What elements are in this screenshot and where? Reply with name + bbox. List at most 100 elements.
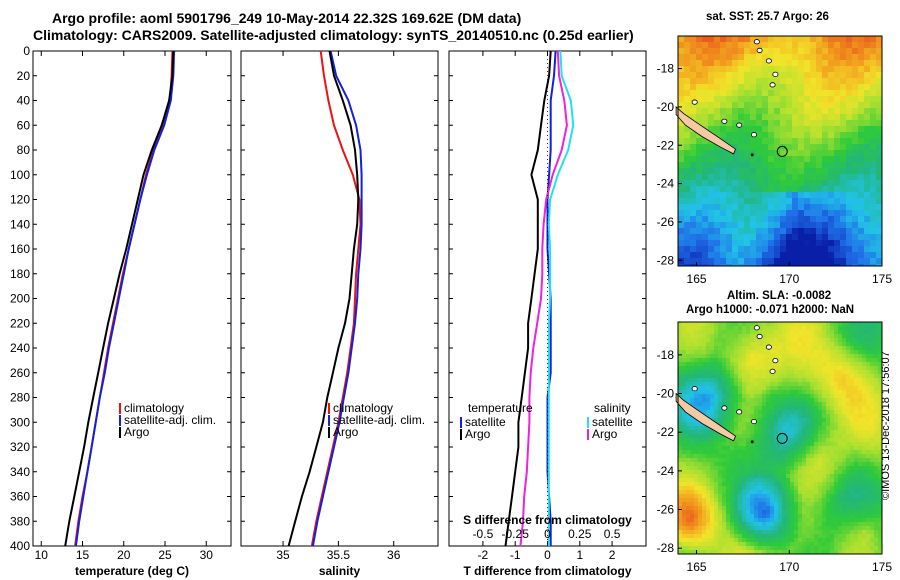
sst-map-cell [756,132,762,138]
sst-map-cell [756,36,762,42]
sla-map-cell [822,410,826,414]
sla-map-cell [690,550,694,554]
sla-map-cell [862,402,866,406]
sst-map-cell [708,90,714,96]
sla-map-cell [834,490,838,494]
sst-map-cell [810,258,816,264]
sla-map-cell [862,374,866,378]
sst-map-cell [816,72,822,78]
sla-map-cell [846,514,850,518]
sla-map-island [721,405,728,411]
sla-map-cell [682,450,686,454]
sla-map-cell [838,338,842,342]
sla-map-cell [786,486,790,490]
sla-map-cell [802,522,806,526]
sst-map-cell [744,48,750,54]
sst-map-cell [864,210,870,216]
sla-map-cell [778,338,782,342]
sla-map-cell [830,362,834,366]
sst-map-cell [744,246,750,252]
sla-map-cell [822,394,826,398]
sla-map-cell [706,514,710,518]
sla-map-cell [818,434,822,438]
sla-map-cell [738,402,742,406]
sst-map-cell [720,78,726,84]
sst-map-cell [768,78,774,84]
sst-map-cell [714,186,720,192]
sla-map-cell [698,498,702,502]
sla-map-cell [734,502,738,506]
sla-map-cell [738,378,742,382]
sla-map-cell [802,418,806,422]
sla-map-cell [686,322,690,326]
sla-map-cell [830,498,834,502]
sla-map-cell [798,342,802,346]
sla-map-cell [842,494,846,498]
sla-map-cell [794,378,798,382]
sla-map-cell [678,442,682,446]
sst-map-cell [846,84,852,90]
sst-map-cell [876,96,882,102]
sla-map-cell [790,518,794,522]
sst-map-cell [726,174,732,180]
sla-map-cell [782,346,786,350]
sla-map-cell [730,378,734,382]
sla-map-cell [830,382,834,386]
sst-map-cell [810,234,816,240]
sla-map-cell [806,510,810,514]
sst-map-cell [732,66,738,72]
sla-map-cell [806,394,810,398]
sla-map-cell [714,370,718,374]
sla-map-cell [814,366,818,370]
sst-map-cell [726,150,732,156]
sst-map-cell [792,228,798,234]
sla-map-cell [786,474,790,478]
sla-map-cell [778,378,782,382]
sla-map-cell [706,406,710,410]
sla-map-cell [802,322,806,326]
sla-map-cell [770,342,774,346]
sst-map-cell [792,108,798,114]
sst-map-cell [720,162,726,168]
sst-map-cell [750,42,756,48]
sla-map-cell [718,358,722,362]
sst-map-cell [732,258,738,264]
sla-map-cell [710,370,714,374]
sla-map-cell [678,354,682,358]
sla-map-cell [786,362,790,366]
sla-map-cell [726,486,730,490]
sst-map-cell [780,162,786,168]
sla-map-cell [706,530,710,534]
sst-map-cell [738,144,744,150]
sst-map-cell [738,192,744,198]
sla-map-cell [698,526,702,530]
sla-map-cell [690,546,694,550]
sla-map-cell [754,410,758,414]
sla-map-cell [850,322,854,326]
sst-map-cell [708,48,714,54]
sla-map-cell [742,362,746,366]
sst-map-cell [822,84,828,90]
sla-map-cell [730,498,734,502]
sla-map-cell [850,494,854,498]
sst-map-cell [720,180,726,186]
sla-map-cell [818,454,822,458]
sst-map-cell [858,120,864,126]
sla-map-cell [842,402,846,406]
sla-map-cell [822,478,826,482]
sla-map-cell [826,382,830,386]
sst-map-cell [702,108,708,114]
sla-map-cell [846,462,850,466]
sst-map-cell [840,180,846,186]
sla-map-cell [730,418,734,422]
sla-map-cell [858,450,862,454]
sst-map-cell [798,216,804,222]
sla-map-field [678,322,882,554]
sla-map-cell [790,470,794,474]
sla-map-cell [714,362,718,366]
sla-map-cell [782,402,786,406]
sla-map-cell [862,514,866,518]
sla-map-cell [814,406,818,410]
temperature-xtick-label: 25 [158,548,172,562]
sla-map-cell [878,438,882,442]
